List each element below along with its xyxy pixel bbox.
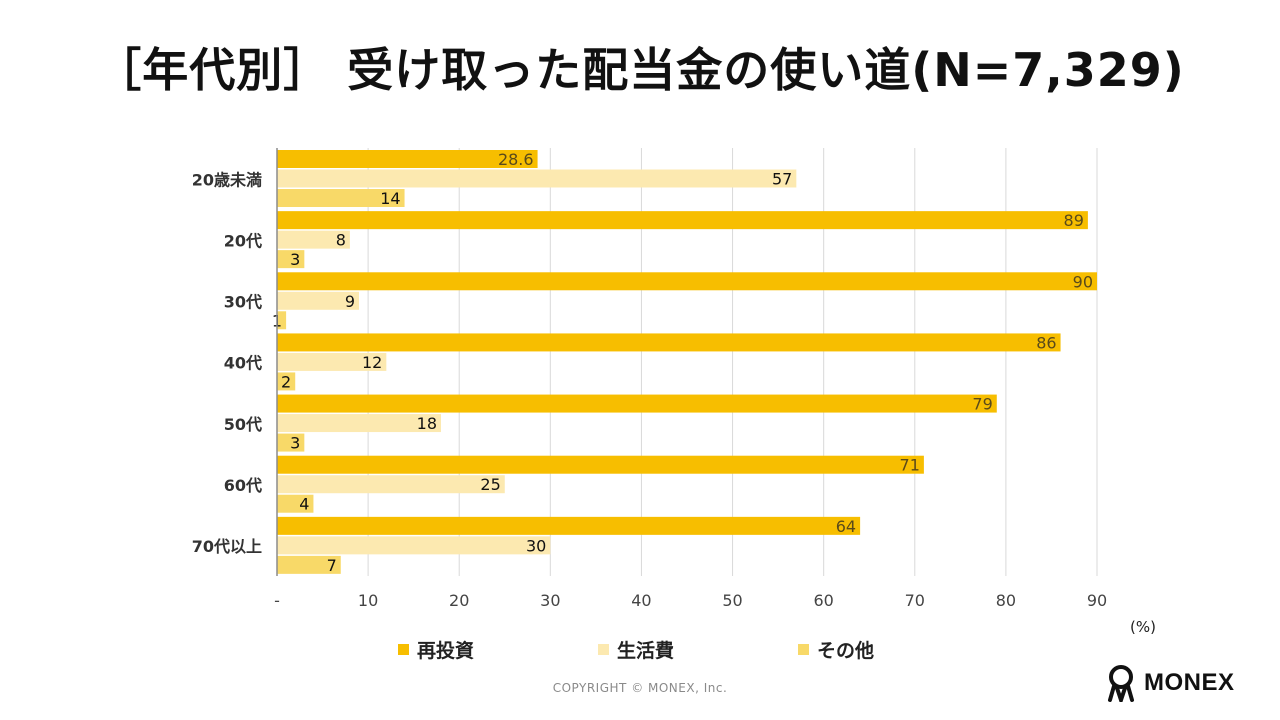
legend-label-reinvest: 再投資: [417, 640, 475, 662]
x-tick-label: 20: [449, 591, 469, 610]
bar-reinvest: [277, 455, 924, 474]
bar-other: [277, 372, 296, 391]
legend-item-reinvest: 再投資: [398, 636, 474, 663]
x-tick-label: 80: [996, 591, 1016, 610]
bar-living: [277, 414, 441, 433]
bar-reinvest: [277, 394, 997, 413]
data-label-living: 18: [417, 414, 437, 433]
data-label-reinvest: 86: [1036, 333, 1056, 352]
data-label-other: 7: [327, 556, 337, 575]
x-tick-label: 90: [1087, 591, 1107, 610]
bar-living: [277, 230, 350, 249]
data-label-living: 57: [772, 170, 792, 189]
legend-swatch-reinvest: [398, 644, 409, 655]
x-tick-label: 10: [358, 591, 378, 610]
data-label-reinvest: 28.6: [498, 150, 534, 169]
data-label-reinvest: 89: [1064, 211, 1084, 230]
bar-living: [277, 475, 505, 494]
x-tick-label: -: [274, 591, 280, 610]
bar-other: [277, 311, 287, 330]
data-label-reinvest: 64: [836, 517, 856, 536]
bar-other: [277, 433, 305, 452]
x-tick-label: 70: [905, 591, 925, 610]
bar-reinvest: [277, 516, 861, 535]
category-label: 50代: [224, 415, 262, 434]
bar-living: [277, 169, 797, 188]
x-tick-label: 60: [813, 591, 833, 610]
bar-reinvest: [277, 333, 1061, 352]
bar-reinvest: [277, 211, 1088, 230]
legend-label-other: その他: [817, 640, 875, 662]
data-label-living: 30: [526, 536, 546, 555]
bar-living: [277, 352, 387, 371]
category-label: 20歳未満: [192, 170, 262, 189]
legend-swatch-living: [598, 644, 609, 655]
bar-reinvest: [277, 272, 1097, 291]
category-label: 30代: [224, 293, 262, 312]
chart-title: ［年代別］ 受け取った配当金の使い道(N=7,329): [95, 43, 1185, 97]
legend: 再投資 生活費 その他: [0, 636, 1280, 663]
category-label: 40代: [224, 354, 262, 373]
category-label: 60代: [224, 476, 262, 495]
legend-item-other: その他: [798, 636, 874, 663]
category-label: 20代: [224, 231, 262, 250]
legend-label-living: 生活費: [617, 640, 675, 662]
data-label-living: 12: [362, 353, 382, 372]
monex-logo: MONEX: [1104, 664, 1235, 702]
bar-living: [277, 536, 551, 555]
monex-logo-icon: [1108, 665, 1134, 702]
bar-other: [277, 189, 405, 207]
data-label-other: 3: [290, 434, 300, 453]
x-tick-label: 50: [722, 591, 742, 610]
copyright: COPYRIGHT © MONEX, Inc.: [552, 681, 728, 695]
data-label-reinvest: 79: [972, 395, 992, 414]
unit-label: (%): [1130, 618, 1156, 636]
x-tick-label: 40: [631, 591, 651, 610]
bar-reinvest: [277, 150, 538, 168]
bar-other: [277, 555, 341, 574]
data-label-other: 4: [299, 495, 309, 514]
category-label: 70代以上: [192, 537, 262, 556]
data-label-living: 9: [345, 292, 355, 311]
legend-swatch-other: [798, 644, 809, 655]
bar-living: [277, 291, 359, 310]
bar-other: [277, 250, 305, 269]
data-label-other: 3: [290, 250, 300, 269]
monex-logo-text: MONEX: [1144, 669, 1235, 696]
data-label-living: 25: [480, 475, 500, 494]
legend-item-living: 生活費: [598, 636, 674, 663]
data-label-reinvest: 90: [1073, 272, 1093, 291]
data-label-other: 14: [380, 189, 400, 208]
data-label-living: 8: [336, 231, 346, 250]
bar-other: [277, 494, 314, 513]
data-label-reinvest: 71: [900, 456, 920, 475]
data-label-other: 2: [281, 372, 291, 391]
x-tick-label: 30: [540, 591, 560, 610]
